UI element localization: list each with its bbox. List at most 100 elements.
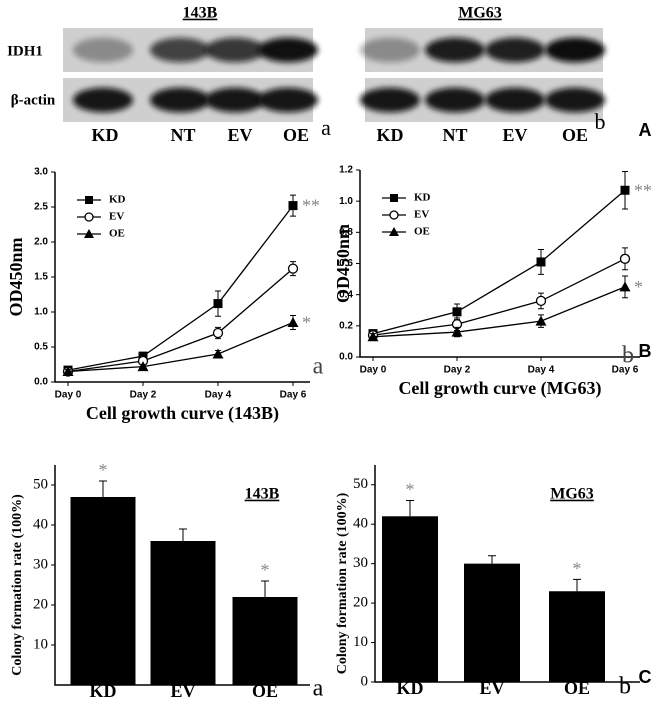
x-tick-label: Day 6 <box>612 365 639 376</box>
annotation: * <box>573 559 582 579</box>
x-tick-label: EV <box>479 678 504 698</box>
y-axis-label: OD450nm <box>6 237 26 316</box>
y-tick-label: 0.0 <box>34 377 48 388</box>
marker <box>619 281 631 292</box>
series-line <box>67 205 294 371</box>
marker <box>389 210 399 220</box>
marker <box>389 227 399 236</box>
panel-sublabel: a <box>321 115 331 140</box>
blot-row-label: IDH1 <box>7 43 43 59</box>
blot-band <box>485 87 545 113</box>
marker <box>535 295 547 307</box>
y-tick-label: 50 <box>353 476 368 492</box>
blot-band <box>545 37 605 63</box>
y-tick-label: 40 <box>353 516 368 532</box>
legend-label: OE <box>109 228 125 240</box>
marker <box>85 196 93 204</box>
panel-label: C <box>639 667 652 687</box>
marker <box>84 229 94 238</box>
axis <box>54 172 310 383</box>
x-tick-label: Day 2 <box>130 390 157 401</box>
blot-band <box>150 87 210 113</box>
legend-label: EV <box>109 211 124 223</box>
marker <box>62 366 74 376</box>
marker <box>137 361 149 372</box>
marker <box>451 326 463 337</box>
lane-label: NT <box>442 125 467 145</box>
marker <box>390 194 398 202</box>
blot-band <box>205 87 265 113</box>
x-tick-label: Day 0 <box>55 390 82 401</box>
blot-title: MG63 <box>458 5 502 22</box>
blot-band <box>73 37 133 63</box>
error-bar <box>179 528 187 541</box>
blot-band <box>545 87 605 113</box>
y-tick-label: 0.6 <box>339 258 353 269</box>
panel-sublabel: a <box>313 676 324 702</box>
panel-label: B <box>639 341 652 361</box>
y-tick-label: 0.4 <box>339 289 353 300</box>
annotation: * <box>302 313 311 333</box>
blot-band <box>425 87 485 113</box>
marker <box>287 263 299 274</box>
blot-band <box>485 37 545 63</box>
annotation: * <box>406 480 415 500</box>
error-bar <box>99 480 107 497</box>
y-tick-label: 10 <box>353 634 368 650</box>
y-tick-label: 10 <box>33 636 48 652</box>
error-bar <box>573 578 581 592</box>
y-axis-label: Colony formation rate (100%) <box>10 494 25 676</box>
x-tick-label: OE <box>564 678 590 698</box>
chart-title: 143B <box>245 486 280 503</box>
panel-sublabel: b <box>619 674 631 700</box>
y-tick-label: 0.2 <box>339 320 353 331</box>
x-tick-label: KD <box>90 681 117 701</box>
y-tick-label: 20 <box>33 596 48 612</box>
marker <box>84 212 94 222</box>
blot-band <box>150 37 210 63</box>
annotation: * <box>634 277 643 297</box>
series-line <box>372 258 626 336</box>
bar <box>464 563 520 682</box>
y-tick-label: 2.0 <box>34 237 48 248</box>
marker <box>212 348 224 359</box>
x-tick-label: KD <box>397 678 424 698</box>
marker <box>452 307 462 317</box>
annotation: ** <box>302 196 320 216</box>
y-tick-label: 1.5 <box>34 272 48 283</box>
series-line <box>372 286 626 338</box>
series-line <box>372 189 626 335</box>
marker <box>367 331 379 342</box>
error-bar <box>406 500 414 517</box>
lane-label: NT <box>170 125 195 145</box>
y-tick-label: 1.0 <box>34 307 48 318</box>
bar <box>150 541 216 685</box>
bar <box>549 591 605 682</box>
error-bar <box>261 580 269 597</box>
marker <box>536 257 546 267</box>
marker <box>535 315 547 326</box>
y-tick-label: 40 <box>33 516 48 532</box>
blot-band <box>360 87 420 113</box>
blot-title: 143B <box>183 5 218 22</box>
y-tick-label: 30 <box>33 556 48 572</box>
legend-label: EV <box>414 209 429 221</box>
series-line <box>67 268 294 373</box>
y-tick-label: 1.2 <box>339 165 353 176</box>
lane-label: EV <box>227 125 252 145</box>
y-tick-label: 0.0 <box>339 352 353 363</box>
blot-band <box>360 37 420 63</box>
series-line <box>67 321 294 373</box>
axis <box>54 465 310 686</box>
marker <box>288 201 298 211</box>
blot-row-label: β-actin <box>11 92 56 108</box>
x-tick-label: Day 4 <box>205 390 232 401</box>
marker <box>620 185 630 195</box>
annotation: * <box>99 460 108 480</box>
marker <box>619 253 631 264</box>
x-tick-label: Day 4 <box>528 365 555 376</box>
chart-title: MG63 <box>550 486 594 503</box>
annotation: * <box>261 560 270 580</box>
y-axis-label: Colony formation rate (100%) <box>335 492 350 674</box>
